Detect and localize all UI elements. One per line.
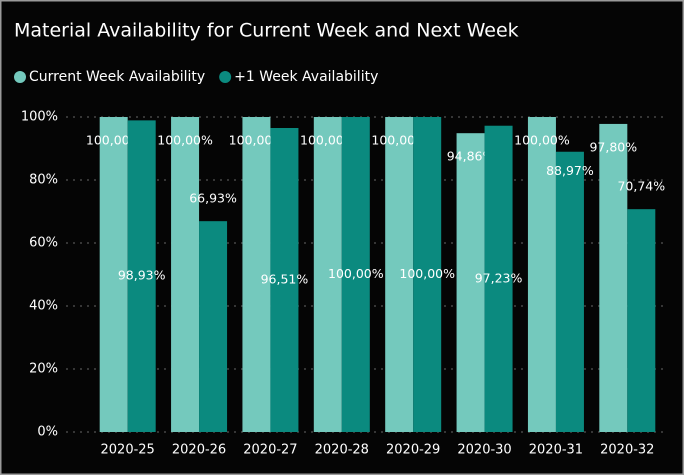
bar bbox=[127, 120, 156, 433]
bar bbox=[413, 117, 442, 432]
bar bbox=[484, 125, 513, 433]
y-tick-label: 40% bbox=[29, 299, 58, 314]
legend-swatch bbox=[14, 71, 26, 83]
value-label: 100,00% bbox=[514, 133, 570, 148]
value-label: 66,93% bbox=[189, 191, 237, 206]
bar bbox=[456, 133, 485, 433]
chart-title: Material Availability for Current Week a… bbox=[14, 20, 519, 42]
value-label: 94,86% bbox=[447, 149, 495, 164]
value-label: 100,00% bbox=[86, 133, 142, 148]
y-tick-label: 80% bbox=[29, 173, 58, 188]
bar bbox=[341, 117, 370, 432]
bar bbox=[599, 123, 628, 433]
legend-swatch bbox=[219, 71, 232, 83]
bar bbox=[270, 127, 299, 432]
value-label: 100,00% bbox=[300, 133, 356, 148]
x-tick-label: 2020-30 bbox=[457, 443, 511, 458]
value-label: 100,00% bbox=[328, 266, 384, 281]
value-label: 96,51% bbox=[261, 271, 309, 286]
value-label: 97,80% bbox=[589, 139, 637, 154]
value-label: 100,00% bbox=[371, 133, 427, 148]
x-tick-label: 2020-25 bbox=[101, 443, 155, 458]
value-label: 98,93% bbox=[118, 268, 166, 283]
bar bbox=[99, 117, 128, 432]
x-tick-label: 2020-27 bbox=[243, 443, 297, 458]
value-label: 88,97% bbox=[546, 163, 594, 178]
legend-label: +1 Week Availability bbox=[234, 69, 378, 85]
x-tick-label: 2020-28 bbox=[315, 443, 369, 458]
y-tick-label: 60% bbox=[29, 236, 58, 251]
value-label: 97,23% bbox=[475, 270, 523, 285]
bar bbox=[313, 117, 342, 432]
x-tick-label: 2020-32 bbox=[600, 443, 654, 458]
bar bbox=[385, 117, 414, 432]
y-tick-label: 20% bbox=[29, 362, 58, 377]
value-label: 100,00% bbox=[399, 266, 455, 281]
value-label: 70,74% bbox=[617, 179, 665, 194]
bar bbox=[627, 209, 656, 432]
value-label: 100,00% bbox=[157, 133, 213, 148]
x-tick-label: 2020-29 bbox=[386, 443, 440, 458]
y-tick-label: 0% bbox=[37, 425, 58, 440]
x-tick-label: 2020-31 bbox=[529, 443, 583, 458]
value-label: 100,00% bbox=[229, 133, 285, 148]
bar bbox=[199, 221, 228, 432]
x-tick-label: 2020-26 bbox=[172, 443, 226, 458]
bar bbox=[171, 117, 200, 432]
bar bbox=[242, 117, 271, 432]
y-tick-label: 100% bbox=[21, 110, 58, 125]
bar bbox=[555, 151, 584, 432]
bar bbox=[527, 117, 556, 432]
legend-label: Current Week Availability bbox=[29, 69, 205, 85]
